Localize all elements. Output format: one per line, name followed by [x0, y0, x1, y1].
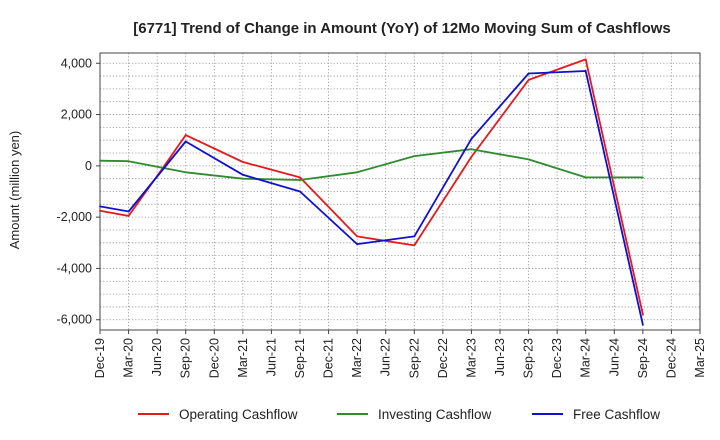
x-tick-label: Mar-23	[464, 338, 478, 378]
plot-frame	[99, 52, 701, 331]
x-tick-label: Sep-24	[636, 338, 650, 378]
y-tick-label: 4,000	[61, 56, 92, 70]
free-cashflow-point	[184, 140, 187, 143]
y-tick-label: 0	[85, 159, 92, 173]
investing-cashflow-point	[184, 171, 187, 174]
x-tick-label: Jun-23	[493, 338, 507, 376]
chart-title: [6771] Trend of Change in Amount (YoY) o…	[133, 20, 671, 37]
operating-cashflow-point	[641, 313, 644, 316]
investing-cashflow-point	[641, 176, 644, 179]
operating-cashflow-point	[299, 176, 301, 179]
free-cashflow-point	[99, 205, 101, 208]
x-tick-label: Jun-21	[264, 338, 278, 376]
investing-cashflow-point	[470, 148, 473, 151]
series-lines	[99, 58, 644, 326]
x-tick-label: Sep-20	[179, 338, 193, 378]
x-tick-label: Mar-25	[693, 338, 707, 378]
investing-cashflow-point	[584, 176, 587, 179]
investing-cashflow-point	[299, 179, 301, 181]
x-tick-label: Sep-22	[407, 338, 421, 378]
x-tick-label: Mar-22	[350, 338, 364, 378]
operating-cashflow-point	[241, 161, 244, 163]
legend-label-operating-cashflow: Operating Cashflow	[179, 407, 298, 422]
x-tick-label: Dec-22	[436, 338, 450, 378]
x-tick-label: Dec-23	[550, 338, 564, 378]
x-tick-label: Dec-20	[207, 338, 221, 378]
investing-cashflow-point	[413, 155, 416, 158]
free-cashflow-point	[470, 138, 473, 140]
x-tick-label: Sep-21	[293, 338, 307, 378]
x-tick-label: Jun-22	[379, 338, 393, 376]
x-tick-label: Jun-24	[607, 338, 621, 376]
y-tick-label: -2,000	[57, 210, 92, 224]
free-cashflow-point	[641, 323, 644, 326]
operating-cashflow-point	[527, 79, 530, 81]
x-tick-label: Dec-24	[664, 338, 678, 378]
plot-area	[99, 52, 701, 331]
investing-cashflow-point	[99, 159, 101, 162]
free-cashflow-point	[584, 70, 587, 72]
x-tick-label: Mar-24	[579, 338, 593, 378]
y-tick-label: -6,000	[57, 313, 92, 327]
y-tick-label: -4,000	[57, 261, 92, 275]
operating-cashflow-point	[99, 209, 101, 212]
x-tick-label: Mar-20	[122, 338, 136, 378]
free-cashflow-point	[413, 235, 416, 238]
operating-cashflow-point	[470, 155, 473, 158]
free-cashflow-point	[527, 72, 530, 75]
x-tick-label: Dec-19	[93, 338, 107, 378]
operating-cashflow-point	[184, 134, 187, 136]
y-axis-title: Amount (million yen)	[7, 131, 22, 250]
operating-cashflow-point	[584, 58, 587, 61]
y-axis-labels: -6,000 -4,000 -2,000 0 2,000 4,000	[57, 56, 100, 327]
investing-cashflow-point	[527, 158, 530, 161]
x-tick-label: Sep-23	[522, 338, 536, 378]
investing-cashflow-point	[356, 171, 359, 174]
operating-cashflow-point	[356, 235, 359, 238]
investing-cashflow-point	[241, 177, 244, 180]
free-cashflow-point	[241, 173, 244, 176]
legend: Operating Cashflow Investing Cashflow Free…	[138, 407, 660, 422]
investing-cashflow-point	[127, 160, 130, 163]
x-tick-label: Mar-21	[236, 338, 250, 378]
operating-cashflow-point	[413, 244, 416, 247]
free-cashflow-point	[356, 243, 359, 245]
x-tick-label: Dec-21	[322, 338, 336, 378]
y-tick-label: 2,000	[61, 108, 92, 122]
operating-cashflow-point	[127, 214, 130, 217]
x-axis-labels: Dec-19 Mar-20 Jun-20 Sep-20 Dec-20 Mar-21 Jun-…	[93, 330, 707, 378]
x-tick-label: Jun-20	[150, 338, 164, 376]
legend-label-investing-cashflow: Investing Cashflow	[378, 407, 492, 422]
free-cashflow-point	[127, 210, 130, 213]
free-cashflow-point	[299, 190, 301, 193]
legend-label-free-cashflow: Free Cashflow	[573, 407, 660, 422]
